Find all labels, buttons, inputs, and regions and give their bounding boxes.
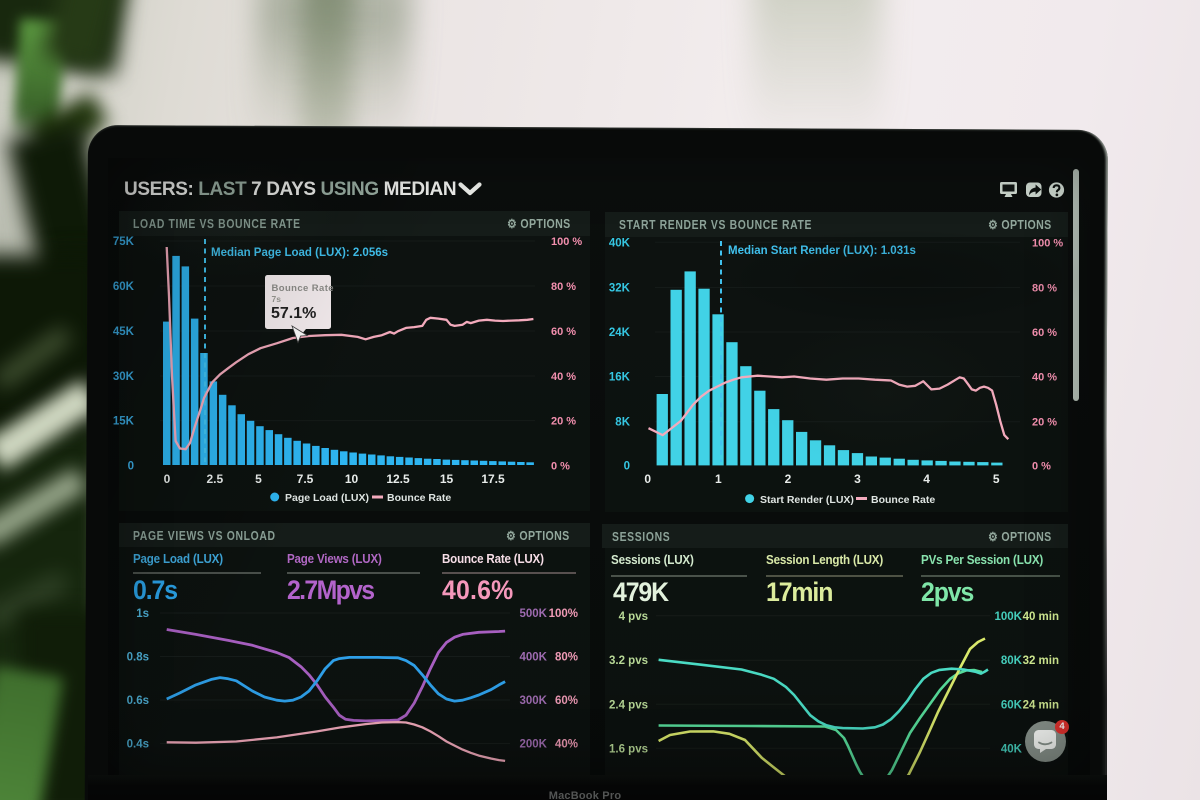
svg-text:0: 0 xyxy=(644,472,651,486)
svg-text:Page Load (LUX): Page Load (LUX) xyxy=(285,492,369,504)
svg-text:1s: 1s xyxy=(136,608,149,620)
svg-text:0 %: 0 % xyxy=(1032,460,1051,472)
svg-text:5: 5 xyxy=(993,472,1000,486)
svg-text:5: 5 xyxy=(255,472,262,486)
svg-text:Start Render (LUX): Start Render (LUX) xyxy=(760,494,854,506)
svg-text:40K: 40K xyxy=(609,237,631,249)
svg-text:40%: 40% xyxy=(555,739,578,751)
svg-text:Bounce Rate: Bounce Rate xyxy=(272,283,334,294)
svg-text:0: 0 xyxy=(624,460,630,472)
svg-text:Median Start Render (LUX): 1.0: Median Start Render (LUX): 1.031s xyxy=(728,245,916,257)
svg-text:40 %: 40 % xyxy=(551,371,576,383)
svg-text:400K: 400K xyxy=(520,652,548,664)
svg-text:16K: 16K xyxy=(609,372,631,384)
svg-text:60 %: 60 % xyxy=(551,326,576,338)
svg-text:15: 15 xyxy=(440,472,454,486)
svg-text:40 min: 40 min xyxy=(1023,611,1059,623)
svg-text:32K: 32K xyxy=(609,283,631,295)
svg-text:Median Page Load (LUX): 2.056s: Median Page Load (LUX): 2.056s xyxy=(211,247,388,259)
svg-text:3: 3 xyxy=(854,472,861,486)
svg-text:24K: 24K xyxy=(609,327,631,339)
svg-text:100 %: 100 % xyxy=(551,236,582,248)
svg-text:4: 4 xyxy=(923,472,930,486)
svg-text:20 %: 20 % xyxy=(1032,417,1057,429)
svg-text:24 min: 24 min xyxy=(1023,699,1059,711)
svg-text:100 %: 100 % xyxy=(1032,237,1063,249)
svg-text:1.6 pvs: 1.6 pvs xyxy=(609,743,648,755)
svg-text:100%: 100% xyxy=(549,608,578,620)
svg-text:Bounce Rate: Bounce Rate xyxy=(387,492,451,504)
svg-text:32 min: 32 min xyxy=(1023,655,1059,667)
svg-text:300K: 300K xyxy=(520,695,548,707)
svg-text:8K: 8K xyxy=(615,417,630,429)
svg-text:60%: 60% xyxy=(555,695,578,707)
svg-text:15K: 15K xyxy=(113,416,135,428)
svg-text:0.8s: 0.8s xyxy=(127,652,149,664)
svg-text:80%: 80% xyxy=(555,652,578,664)
svg-text:60K: 60K xyxy=(113,281,135,293)
svg-text:60K: 60K xyxy=(1001,699,1023,711)
svg-text:75K: 75K xyxy=(113,236,135,248)
svg-text:12.5: 12.5 xyxy=(386,472,410,486)
svg-text:0.6s: 0.6s xyxy=(127,695,149,707)
svg-text:10: 10 xyxy=(345,472,359,486)
svg-text:2: 2 xyxy=(785,472,792,486)
svg-text:60 %: 60 % xyxy=(1032,327,1057,339)
svg-text:40K: 40K xyxy=(1001,743,1023,755)
svg-text:20 %: 20 % xyxy=(551,416,576,428)
svg-text:2.4 pvs: 2.4 pvs xyxy=(609,699,648,711)
svg-text:30K: 30K xyxy=(113,371,135,383)
svg-text:500K: 500K xyxy=(520,608,548,620)
svg-text:17.5: 17.5 xyxy=(481,472,505,486)
svg-text:57.1%: 57.1% xyxy=(271,305,316,322)
svg-text:100K: 100K xyxy=(995,611,1023,623)
svg-text:40 %: 40 % xyxy=(1032,372,1057,384)
svg-text:200K: 200K xyxy=(520,739,548,751)
svg-text:1: 1 xyxy=(715,472,722,486)
svg-text:45K: 45K xyxy=(113,326,135,338)
svg-text:7s: 7s xyxy=(272,294,282,304)
svg-text:0 %: 0 % xyxy=(551,460,570,472)
svg-text:7.5: 7.5 xyxy=(297,472,314,486)
svg-text:Bounce Rate: Bounce Rate xyxy=(871,494,935,506)
svg-text:4 pvs: 4 pvs xyxy=(619,611,648,623)
svg-text:2.5: 2.5 xyxy=(206,472,223,486)
svg-text:80 %: 80 % xyxy=(551,281,576,293)
svg-text:80 %: 80 % xyxy=(1032,283,1057,295)
svg-text:0: 0 xyxy=(128,460,134,472)
svg-text:0: 0 xyxy=(164,472,171,486)
svg-text:3.2 pvs: 3.2 pvs xyxy=(609,655,648,667)
svg-text:80K: 80K xyxy=(1001,655,1023,667)
svg-text:0.4s: 0.4s xyxy=(127,739,149,751)
